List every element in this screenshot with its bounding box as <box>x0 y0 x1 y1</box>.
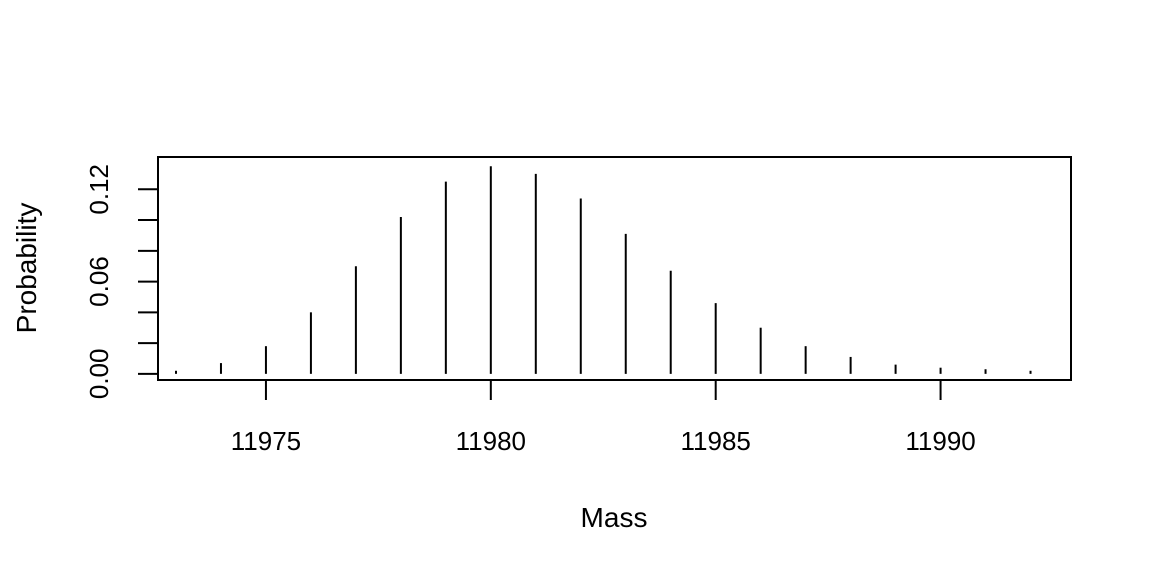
y-tick-label-0: 0.00 <box>84 349 114 400</box>
x-tick-label-11980: 11980 <box>456 426 526 456</box>
x-axis-label: Mass <box>581 502 648 533</box>
x-tick-label-11975: 11975 <box>231 426 301 456</box>
y-tick-label-3: 0.06 <box>84 256 114 307</box>
y-tick-label-6: 0.12 <box>84 164 114 215</box>
plot-box <box>157 156 1072 381</box>
x-axis: 11975 11980 11985 11990 <box>231 379 976 456</box>
x-tick-label-11985: 11985 <box>681 426 751 456</box>
x-tick-label-11990: 11990 <box>905 426 975 456</box>
y-axis-label: Probability <box>11 203 42 334</box>
spike-series <box>174 166 1032 374</box>
y-axis: 0.00 0.06 0.12 <box>84 164 159 400</box>
